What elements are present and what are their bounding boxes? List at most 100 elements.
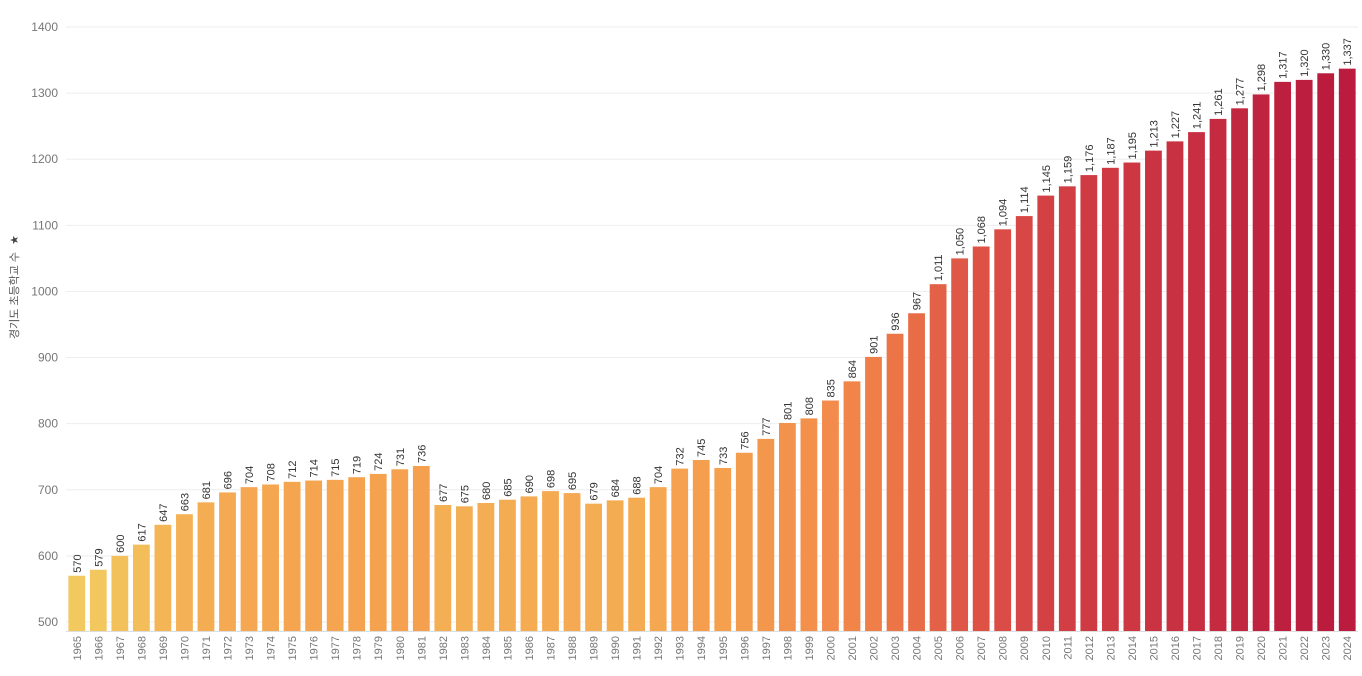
data-label: 745: [696, 439, 708, 457]
pin-icon[interactable]: ★: [9, 235, 21, 245]
data-label: 1,145: [1041, 165, 1053, 193]
data-label: 756: [739, 431, 751, 449]
x-tick-label: 1990: [610, 636, 622, 660]
y-tick-label: 800: [38, 417, 58, 431]
x-tick-label: 1968: [136, 636, 148, 660]
x-tick-label: 2017: [1192, 636, 1204, 660]
data-label: 704: [653, 466, 665, 484]
bar: [348, 477, 366, 631]
x-tick-label: 2005: [933, 636, 945, 660]
data-label: 704: [244, 466, 256, 484]
x-tick-label: 1988: [567, 636, 579, 660]
y-tick-label: 900: [38, 351, 58, 365]
bar: [1317, 73, 1335, 632]
bar: [111, 555, 129, 631]
x-tick-label: 1973: [244, 636, 256, 660]
bar: [240, 487, 258, 631]
data-label: 685: [502, 478, 514, 496]
data-label: 695: [567, 472, 579, 490]
bar: [929, 284, 947, 631]
bar: [1080, 175, 1098, 632]
x-tick-label: 1986: [524, 636, 536, 660]
x-tick-label: 2019: [1235, 636, 1247, 660]
y-tick-label: 700: [38, 483, 58, 497]
x-tick-label: 1966: [93, 636, 105, 660]
data-label: 1,114: [1019, 186, 1031, 213]
x-tick-label: 2010: [1041, 636, 1053, 660]
data-label: 808: [804, 397, 816, 415]
x-tick-label: 2013: [1105, 636, 1117, 660]
x-tick-label: 1996: [739, 636, 751, 660]
x-tick-label: 2014: [1127, 636, 1139, 660]
data-label: 681: [201, 481, 213, 499]
data-label: 777: [761, 418, 773, 436]
data-label: 579: [93, 548, 105, 566]
data-label: 1,277: [1235, 78, 1247, 106]
x-tick-label: 1991: [632, 636, 644, 660]
bar: [822, 400, 839, 631]
data-label: 698: [546, 470, 558, 488]
x-tick-label: 1975: [287, 636, 299, 660]
y-tick-label: 1400: [31, 20, 58, 34]
y-tick-label: 500: [38, 615, 58, 629]
bar: [1295, 79, 1313, 631]
x-tick-label: 1983: [459, 636, 471, 660]
x-tick-label: 1979: [373, 636, 385, 660]
data-label: 684: [610, 479, 622, 497]
bar: [908, 313, 925, 631]
bar: [1101, 167, 1119, 632]
data-label: 675: [459, 485, 471, 503]
x-tick-label: 1982: [438, 636, 450, 660]
bar: [326, 479, 344, 631]
bar: [542, 491, 559, 631]
data-label: 1,213: [1148, 120, 1160, 148]
y-axis-title-text: 경기도 초등학교 수: [9, 251, 21, 340]
data-label: 1,050: [955, 228, 967, 256]
x-tick-label: 1985: [502, 636, 514, 660]
y-axis-title: 경기도 초등학교 수 ★: [6, 232, 21, 342]
x-tick-label: 2018: [1213, 636, 1225, 660]
bar: [1338, 68, 1356, 631]
bar: [1166, 141, 1184, 631]
x-tick-label: 1971: [201, 636, 213, 660]
bar: [1274, 81, 1292, 632]
bar: [778, 423, 796, 631]
x-tick-label: 1977: [330, 636, 342, 660]
data-label: 663: [179, 493, 191, 511]
bar: [1058, 186, 1076, 632]
data-label: 690: [524, 475, 536, 493]
x-tick-label: 1997: [761, 636, 773, 660]
data-label: 1,337: [1342, 38, 1354, 66]
data-label: 1,011: [933, 254, 945, 281]
x-tick-label: 2004: [912, 636, 924, 660]
data-label: 1,320: [1299, 49, 1311, 77]
x-tick-label: 1976: [309, 636, 321, 660]
bar: [671, 468, 689, 631]
bar: [757, 438, 775, 631]
x-tick-label: 2002: [869, 636, 881, 660]
bar: [219, 492, 236, 631]
x-tick-label: 1992: [653, 636, 665, 660]
data-label: 708: [266, 463, 278, 481]
data-label: 1,241: [1192, 102, 1204, 130]
data-label: 731: [395, 448, 407, 466]
x-tick-label: 2021: [1278, 636, 1290, 660]
data-label: 719: [352, 456, 364, 474]
data-label: 1,317: [1278, 51, 1290, 79]
x-tick-label: 2007: [976, 636, 988, 660]
data-label: 733: [718, 447, 730, 465]
bar: [951, 258, 969, 631]
x-tick-label: 1995: [718, 636, 730, 660]
x-tick-label: 1969: [158, 636, 170, 660]
x-tick-label: 2020: [1256, 636, 1268, 660]
y-tick-label: 1000: [31, 284, 58, 298]
bar: [843, 381, 861, 631]
x-tick-label: 2016: [1170, 636, 1182, 660]
data-label: 1,261: [1213, 88, 1225, 116]
bar: [1252, 94, 1270, 631]
bar: [563, 493, 581, 631]
bar: [585, 503, 602, 631]
bar: [714, 467, 732, 631]
bar: [800, 418, 818, 631]
bar: [606, 500, 624, 631]
